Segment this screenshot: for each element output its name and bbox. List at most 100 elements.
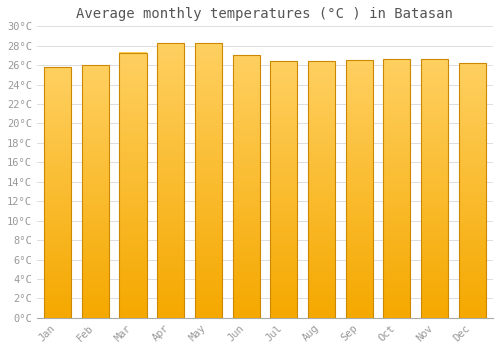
Bar	[346, 221, 373, 224]
Bar	[308, 151, 335, 154]
Bar	[458, 302, 486, 305]
Bar	[232, 196, 260, 200]
Bar	[82, 220, 109, 223]
Bar	[458, 264, 486, 267]
Bar	[82, 65, 109, 68]
Bar	[195, 252, 222, 256]
Bar	[308, 312, 335, 315]
Bar	[270, 68, 297, 71]
Bar	[421, 79, 448, 82]
Bar	[82, 176, 109, 179]
Bar	[82, 236, 109, 239]
Bar	[120, 295, 146, 298]
Bar	[232, 206, 260, 210]
Bar	[458, 149, 486, 152]
Bar	[82, 138, 109, 141]
Bar	[270, 103, 297, 106]
Bar	[458, 133, 486, 136]
Bar	[384, 227, 410, 231]
Bar	[458, 280, 486, 283]
Bar	[346, 244, 373, 247]
Bar	[270, 93, 297, 97]
Bar	[384, 198, 410, 202]
Bar	[157, 259, 184, 263]
Bar	[157, 173, 184, 177]
Bar	[44, 105, 71, 108]
Bar	[308, 193, 335, 196]
Bar	[195, 246, 222, 249]
Bar	[82, 147, 109, 150]
Bar	[270, 87, 297, 90]
Bar	[346, 157, 373, 160]
Bar	[195, 53, 222, 57]
Bar	[346, 89, 373, 92]
Bar	[270, 234, 297, 238]
Bar	[458, 190, 486, 194]
Bar	[458, 273, 486, 276]
Bar	[308, 161, 335, 164]
Bar	[270, 183, 297, 186]
Bar	[82, 191, 109, 195]
Bar	[157, 194, 184, 197]
Bar	[421, 108, 448, 111]
Bar	[195, 180, 222, 184]
Bar	[195, 232, 222, 235]
Bar	[384, 98, 410, 102]
Bar	[120, 265, 146, 268]
Bar	[82, 109, 109, 113]
Bar	[270, 250, 297, 254]
Bar	[270, 263, 297, 267]
Bar	[308, 119, 335, 122]
Bar	[195, 276, 222, 280]
Bar	[384, 72, 410, 76]
Bar	[195, 314, 222, 318]
Bar	[458, 213, 486, 216]
Bar	[82, 248, 109, 252]
Bar	[458, 124, 486, 127]
Bar	[270, 205, 297, 209]
Bar	[346, 108, 373, 112]
Bar	[120, 195, 146, 198]
Bar	[120, 102, 146, 106]
Bar	[232, 58, 260, 62]
Bar	[384, 208, 410, 211]
Bar	[384, 211, 410, 215]
Bar	[44, 252, 71, 255]
Bar	[232, 187, 260, 190]
Bar	[308, 170, 335, 174]
Bar	[157, 163, 184, 167]
Bar	[195, 173, 222, 177]
Bar	[458, 63, 486, 66]
Bar	[195, 91, 222, 94]
Bar	[270, 257, 297, 260]
Bar	[346, 282, 373, 286]
Bar	[346, 70, 373, 73]
Bar	[346, 73, 373, 76]
Bar	[384, 286, 410, 289]
Bar	[120, 142, 146, 145]
Bar	[421, 147, 448, 150]
Bar	[308, 148, 335, 151]
Bar	[270, 215, 297, 218]
Bar	[120, 69, 146, 72]
Bar	[157, 256, 184, 259]
Bar	[308, 122, 335, 125]
Bar	[308, 254, 335, 257]
Bar	[44, 202, 71, 205]
Bar	[308, 128, 335, 132]
Bar	[195, 311, 222, 314]
Bar	[384, 130, 410, 134]
Bar	[157, 101, 184, 105]
Bar	[232, 95, 260, 98]
Bar	[120, 145, 146, 149]
Bar	[458, 127, 486, 130]
Bar	[82, 271, 109, 274]
Bar	[346, 250, 373, 253]
Bar	[308, 225, 335, 228]
Bar	[458, 276, 486, 280]
Bar	[384, 214, 410, 218]
Bar	[120, 228, 146, 232]
Bar	[157, 91, 184, 94]
Bar	[384, 221, 410, 224]
Bar	[157, 287, 184, 290]
